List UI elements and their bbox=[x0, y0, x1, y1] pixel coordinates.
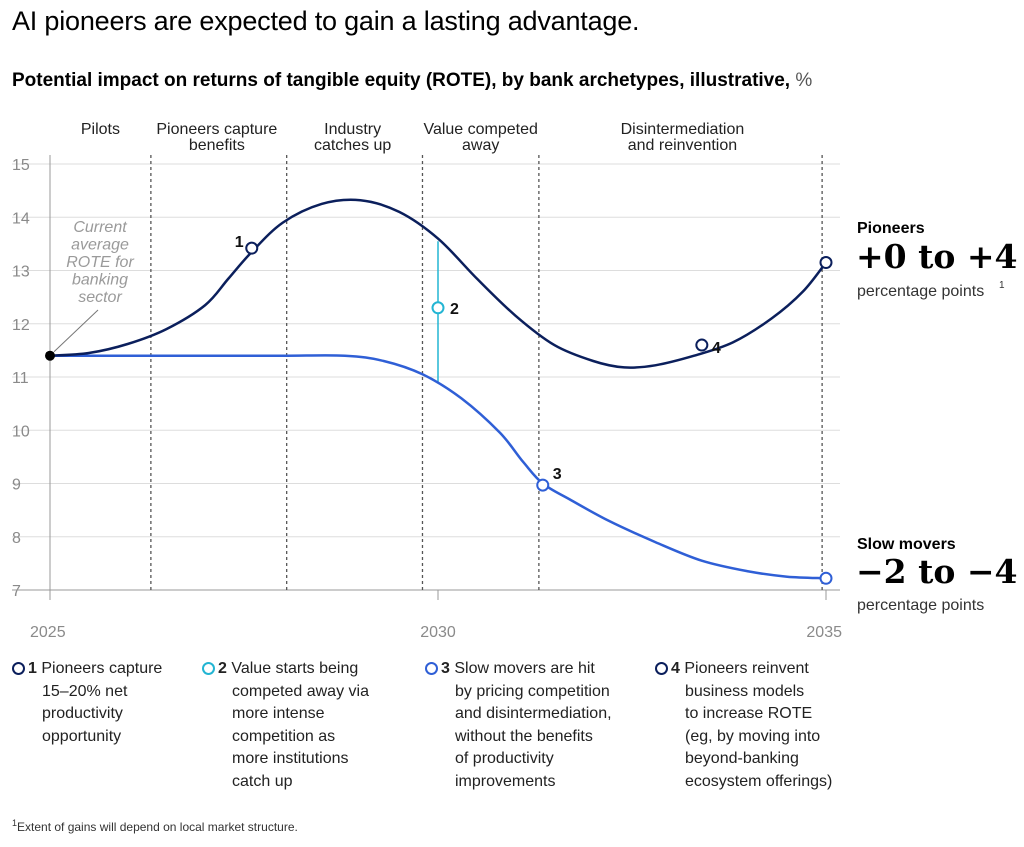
callout-point-3 bbox=[536, 478, 550, 492]
note-4-text: Pioneers reinvent business models to inc… bbox=[684, 660, 833, 790]
x-tick-label-2030: 2030 bbox=[420, 624, 456, 641]
callout-label-1: 1 bbox=[235, 234, 244, 251]
callout-point-4 bbox=[695, 338, 709, 352]
annotation-line-4: banking bbox=[72, 272, 128, 289]
series-line-pioneers bbox=[48, 198, 828, 369]
chart-subtitle: Potential impact on returns of tangible … bbox=[12, 70, 812, 92]
series-line-slow-movers bbox=[48, 354, 828, 580]
phase-label-5-line-1: Disintermediation bbox=[621, 121, 745, 138]
callout-label-4: 4 bbox=[712, 340, 721, 357]
note-3-number: 3 bbox=[441, 660, 450, 677]
footnote: 1Extent of gains will depend on local ma… bbox=[12, 818, 298, 834]
note-3: 3 Slow movers are hit by pricing competi… bbox=[425, 658, 655, 793]
annotation-line-2: average bbox=[71, 237, 129, 254]
note-2-number: 2 bbox=[218, 660, 227, 677]
phase-label-5-line-2: and reinvention bbox=[628, 137, 737, 154]
y-tick-label-15: 15 bbox=[12, 157, 30, 174]
annotation-line-5: sector bbox=[78, 289, 122, 306]
callout-label-3: 3 bbox=[553, 466, 562, 483]
y-tick-label-14: 14 bbox=[12, 210, 30, 227]
phase-label-4-line-1: Value competed bbox=[423, 121, 537, 138]
callout-point-2 bbox=[431, 301, 445, 315]
y-tick-label-9: 9 bbox=[12, 477, 21, 494]
note-4-number: 4 bbox=[671, 660, 680, 677]
note-2-marker-icon bbox=[202, 662, 215, 675]
phase-label-1-line-1: Pilots bbox=[81, 121, 120, 138]
note-3-text: Slow movers are hit by pricing competiti… bbox=[454, 660, 612, 790]
subtitle-unit: % bbox=[795, 70, 813, 91]
note-1: 1 Pioneers capture 15–20% net productivi… bbox=[12, 658, 202, 748]
annotation-leader-line bbox=[53, 309, 99, 353]
chart-title: AI pioneers are expected to gain a lasti… bbox=[12, 6, 640, 36]
y-tick-label-13: 13 bbox=[12, 264, 30, 281]
note-2-text: Value starts being competed away via mor… bbox=[231, 660, 369, 790]
note-1-marker-icon bbox=[12, 662, 25, 675]
annotation-line-1: Current bbox=[73, 219, 127, 236]
series-end-point-slow-movers bbox=[819, 571, 833, 585]
slow-movers-label: Slow movers bbox=[857, 536, 956, 553]
pioneers-range: +0 to +4 bbox=[856, 237, 1017, 276]
note-2: 2 Value starts being competed away via m… bbox=[202, 658, 417, 793]
phase-label-4-line-2: away bbox=[462, 137, 499, 154]
slow-movers-unit: percentage points bbox=[857, 597, 984, 614]
note-3-marker-icon bbox=[425, 662, 438, 675]
slow-movers-range: −2 to −4 bbox=[856, 552, 1017, 591]
series-layer bbox=[48, 198, 828, 580]
start-point bbox=[45, 350, 55, 361]
phase-label-2-line-1: Pioneers capture bbox=[156, 121, 277, 138]
note-4: 4 Pioneers reinvent business models to i… bbox=[655, 658, 855, 793]
x-tick-label-2035: 2035 bbox=[806, 624, 842, 641]
phase-label-2-line-2: benefits bbox=[189, 137, 245, 154]
callout-label-2: 2 bbox=[450, 301, 459, 318]
y-tick-label-10: 10 bbox=[12, 423, 30, 440]
y-tick-label-8: 8 bbox=[12, 530, 21, 547]
annotation-line-3: ROTE for bbox=[66, 254, 134, 271]
y-tick-label-7: 7 bbox=[12, 583, 21, 600]
footnote-text: Extent of gains will depend on local mar… bbox=[17, 820, 298, 834]
x-tick-label-2025: 2025 bbox=[30, 624, 66, 641]
pioneers-unit: percentage points bbox=[857, 283, 984, 300]
footnote-marker: 1 bbox=[12, 818, 18, 828]
pioneers-footnote-marker: 1 bbox=[999, 280, 1005, 291]
callout-point-1 bbox=[245, 241, 259, 255]
y-tick-label-11: 11 bbox=[12, 370, 29, 387]
pioneers-label: Pioneers bbox=[857, 220, 925, 237]
y-tick-label-12: 12 bbox=[12, 317, 30, 334]
series-end-point-pioneers bbox=[819, 256, 833, 270]
phase-label-3-line-1: Industry bbox=[324, 121, 381, 138]
phase-label-3-line-2: catches up bbox=[314, 137, 391, 154]
subtitle-text: Potential impact on returns of tangible … bbox=[12, 70, 791, 91]
note-1-text: Pioneers capture 15–20% net productivity… bbox=[41, 660, 163, 745]
callout-notes: 1 Pioneers capture 15–20% net productivi… bbox=[12, 658, 1012, 798]
note-1-number: 1 bbox=[28, 660, 37, 677]
side-labels: Pioneers+0 to +4 percentage points 1 Slow m… bbox=[856, 220, 1017, 614]
note-4-marker-icon bbox=[655, 662, 668, 675]
